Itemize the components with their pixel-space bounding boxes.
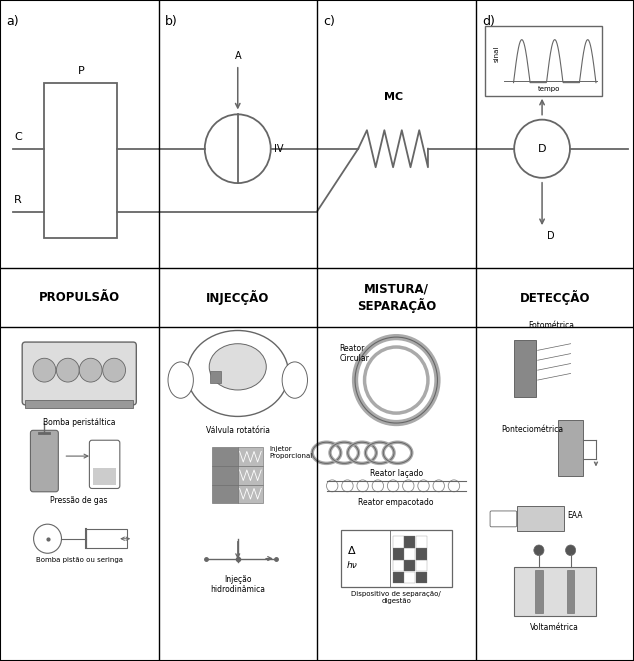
Bar — [416, 572, 427, 584]
Text: Fotométrica: Fotométrica — [529, 321, 574, 330]
Circle shape — [448, 480, 460, 492]
Bar — [393, 549, 404, 559]
Circle shape — [357, 480, 368, 492]
Text: MISTURA/
SEPARAÇÃO: MISTURA/ SEPARAÇÃO — [356, 282, 436, 313]
Text: A: A — [235, 52, 241, 61]
Text: R: R — [14, 195, 22, 205]
Circle shape — [103, 358, 126, 382]
FancyBboxPatch shape — [89, 440, 120, 488]
Bar — [393, 561, 404, 571]
Text: Válvula rotatória: Válvula rotatória — [206, 426, 269, 436]
Bar — [416, 537, 427, 547]
Bar — [86, 529, 127, 548]
Text: MC: MC — [384, 93, 403, 102]
Circle shape — [327, 480, 338, 492]
Circle shape — [514, 120, 570, 178]
Circle shape — [342, 480, 353, 492]
Bar — [535, 570, 543, 613]
Text: D: D — [547, 231, 555, 241]
Text: EAA: EAA — [567, 511, 583, 520]
Ellipse shape — [282, 362, 307, 398]
Text: C: C — [14, 132, 22, 142]
Text: Reator laçado: Reator laçado — [370, 469, 423, 479]
Text: Injetor
Proporcional: Injetor Proporcional — [269, 446, 313, 459]
Ellipse shape — [168, 362, 193, 398]
Bar — [341, 530, 451, 587]
Text: Reator empacotado: Reator empacotado — [358, 498, 434, 507]
Bar — [25, 400, 133, 408]
FancyBboxPatch shape — [30, 430, 58, 492]
Bar — [404, 549, 415, 559]
Text: sinal: sinal — [493, 46, 500, 62]
Bar — [416, 561, 427, 571]
Bar — [485, 26, 602, 96]
Ellipse shape — [187, 330, 288, 416]
Circle shape — [418, 480, 429, 492]
Ellipse shape — [209, 344, 266, 390]
Circle shape — [34, 524, 61, 553]
Text: Ponteciométrica: Ponteciométrica — [501, 425, 563, 434]
Bar — [404, 537, 415, 547]
Bar — [404, 561, 415, 571]
Text: b): b) — [165, 15, 178, 28]
Text: PROPULSÃO: PROPULSÃO — [39, 291, 120, 304]
Bar — [393, 572, 404, 584]
Circle shape — [387, 480, 399, 492]
Bar — [212, 485, 238, 503]
Bar — [44, 83, 117, 238]
Bar — [514, 566, 596, 616]
Circle shape — [205, 114, 271, 183]
Text: c): c) — [323, 15, 335, 28]
Text: a): a) — [6, 15, 19, 28]
Bar — [514, 340, 536, 397]
FancyBboxPatch shape — [490, 511, 517, 527]
Text: Pressão de gas: Pressão de gas — [51, 496, 108, 505]
Circle shape — [372, 480, 384, 492]
Circle shape — [403, 480, 414, 492]
Text: INJECÇÃO: INJECÇÃO — [206, 290, 269, 305]
FancyBboxPatch shape — [22, 342, 136, 405]
Circle shape — [433, 480, 444, 492]
Circle shape — [566, 545, 576, 555]
Circle shape — [33, 358, 56, 382]
Text: Voltamétrica: Voltamétrica — [530, 623, 579, 632]
Circle shape — [79, 358, 102, 382]
Text: P: P — [77, 66, 84, 76]
Bar — [517, 506, 564, 531]
Bar — [238, 485, 263, 503]
Text: Bomba peristáltica: Bomba peristáltica — [43, 418, 115, 427]
Text: d): d) — [482, 15, 495, 28]
Text: Δ: Δ — [349, 545, 356, 556]
Bar — [238, 447, 263, 466]
Text: DETECÇÃO: DETECÇÃO — [519, 290, 590, 305]
Bar — [567, 570, 574, 613]
Circle shape — [534, 545, 544, 555]
Bar — [212, 466, 238, 485]
Bar — [416, 549, 427, 559]
Bar — [404, 572, 415, 584]
Text: Dispositivo de separação/
digestão: Dispositivo de separação/ digestão — [351, 591, 441, 603]
Bar — [238, 466, 263, 485]
Bar — [93, 468, 116, 485]
Text: Bomba pistão ou seringa: Bomba pistão ou seringa — [36, 557, 123, 563]
Bar — [210, 371, 221, 383]
Text: tempo: tempo — [538, 86, 560, 92]
Text: hν: hν — [347, 561, 358, 570]
Bar — [558, 420, 583, 476]
Text: Reator
Circular: Reator Circular — [339, 344, 369, 364]
Text: D: D — [538, 143, 547, 154]
Text: Injeção
hidrodinâmica: Injeção hidrodinâmica — [210, 575, 265, 594]
Text: IV: IV — [274, 143, 283, 154]
Circle shape — [56, 358, 79, 382]
Bar — [212, 447, 238, 466]
Bar — [393, 537, 404, 547]
